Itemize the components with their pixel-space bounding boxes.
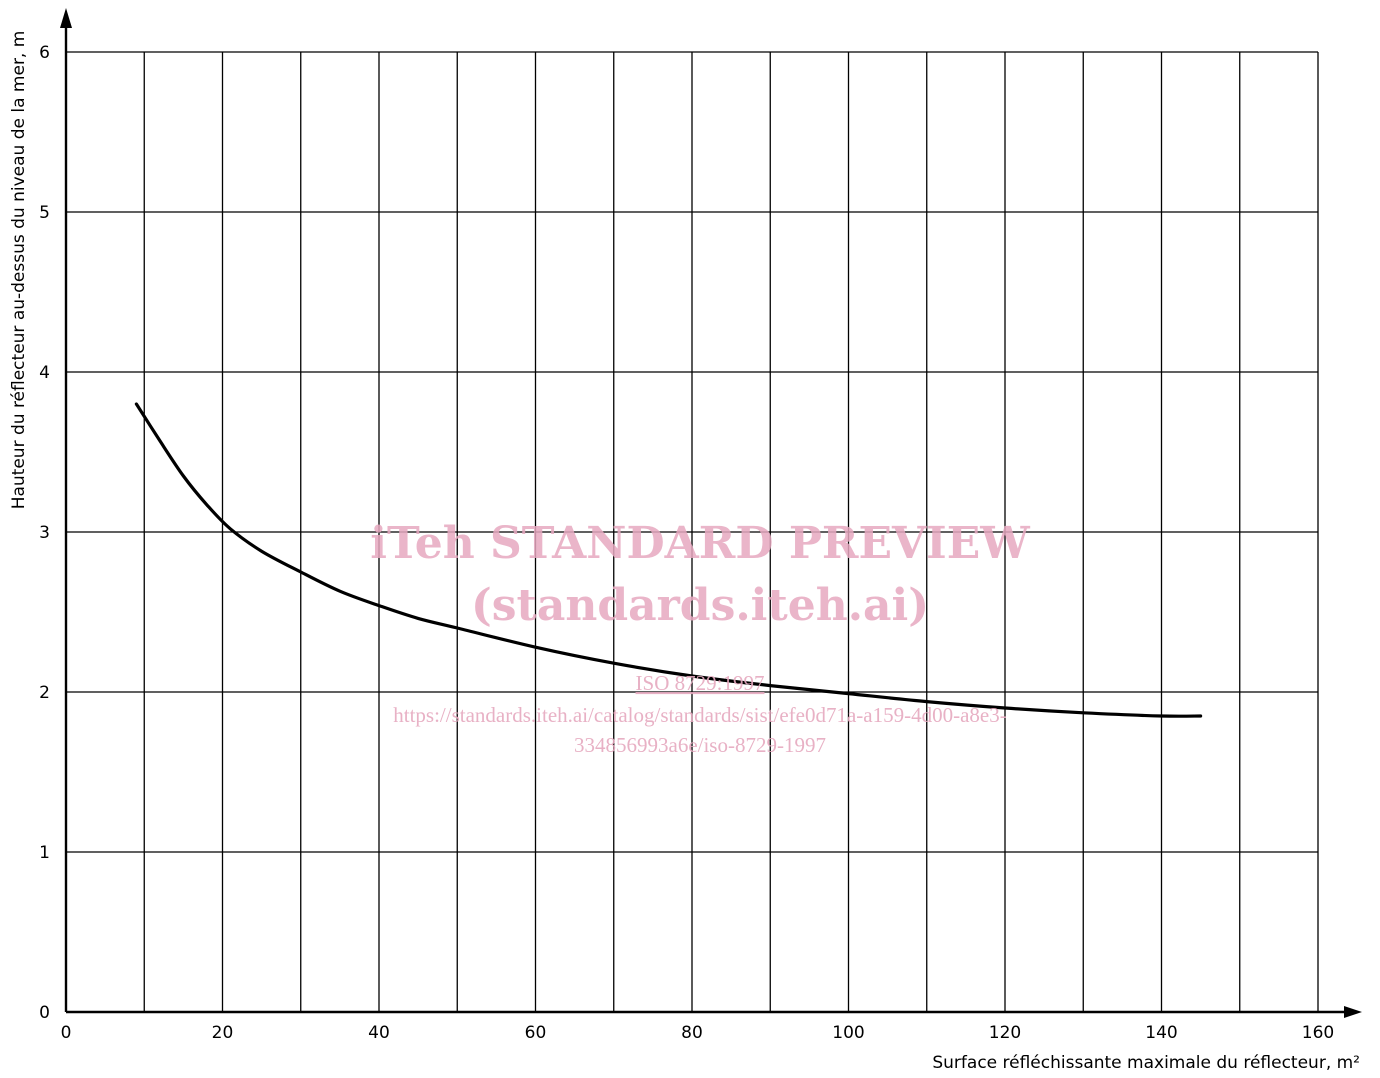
- x-axis-arrow-icon: [1344, 1006, 1362, 1018]
- x-tick-label: 0: [61, 1023, 72, 1043]
- y-tick-label: 1: [39, 843, 50, 863]
- x-tick-label: 40: [368, 1023, 390, 1043]
- x-tick-label: 60: [525, 1023, 547, 1043]
- y-axis-arrow-icon: [60, 8, 72, 28]
- y-tick-label: 4: [39, 363, 50, 383]
- grid: [66, 51, 1319, 1012]
- x-axis-title: Surface réfléchissante maximale du réfle…: [932, 1053, 1360, 1073]
- y-tick-labels: 0 1 2 3 4 5 6: [39, 43, 50, 1023]
- x-tick-label: 100: [832, 1023, 864, 1043]
- y-tick-label: 3: [39, 523, 50, 543]
- watermark: iTeh STANDARD PREVIEW (standards.iteh.ai…: [370, 518, 1030, 757]
- x-tick-label: 20: [212, 1023, 234, 1043]
- y-axis-title: Hauteur du réflecteur au-dessus du nivea…: [9, 31, 29, 510]
- axes: [60, 8, 1362, 1018]
- watermark-standard: ISO 8729:1997: [636, 671, 765, 695]
- series: [134, 402, 1203, 718]
- x-tick-labels: 0 20 40 60 80 100 120 140 160: [61, 1023, 1335, 1043]
- x-tick-label: 80: [681, 1023, 703, 1043]
- watermark-subtitle: (standards.iteh.ai): [471, 580, 929, 631]
- x-tick-label: 160: [1302, 1023, 1334, 1043]
- watermark-url-1[interactable]: https://standards.iteh.ai/catalog/standa…: [393, 703, 1007, 727]
- y-tick-label: 0: [39, 1003, 50, 1023]
- x-tick-label: 120: [989, 1023, 1021, 1043]
- watermark-url-2[interactable]: 334856993a6e/iso-8729-1997: [574, 733, 826, 757]
- watermark-title: iTeh STANDARD PREVIEW: [370, 518, 1030, 569]
- x-tick-label: 140: [1145, 1023, 1177, 1043]
- y-tick-label: 2: [39, 683, 50, 703]
- y-tick-label: 5: [39, 203, 50, 223]
- series-line: [134, 402, 1203, 718]
- y-tick-label: 6: [39, 43, 50, 63]
